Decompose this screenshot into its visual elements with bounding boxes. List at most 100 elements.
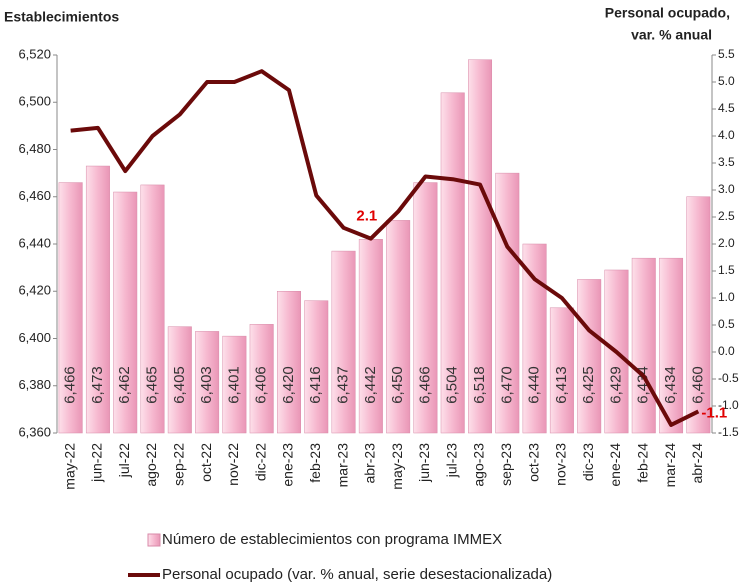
x-tick-label: jul-23 <box>443 443 459 478</box>
y2-axis-title: var. % anual <box>631 27 712 43</box>
bar <box>195 331 220 434</box>
bar-value-label: 6,405 <box>171 366 188 404</box>
x-tick-label: abr-23 <box>362 443 378 484</box>
y2-tick-label: 3.5 <box>718 155 735 169</box>
y-tick-label: 6,460 <box>18 188 51 203</box>
x-tick-label: abr-24 <box>689 443 705 484</box>
y2-tick-label: 5.5 <box>718 47 735 61</box>
bar-value-label: 6,442 <box>362 366 379 404</box>
bar <box>386 220 411 434</box>
x-tick-label: nov-23 <box>553 443 569 486</box>
bar-value-label: 6,460 <box>689 366 706 404</box>
x-tick-label: mar-24 <box>662 443 678 488</box>
x-tick-label: oct-22 <box>198 443 214 482</box>
y2-tick-label: 5.0 <box>718 74 735 88</box>
bar-value-label: 6,429 <box>607 366 624 404</box>
y2-tick-label: 0.0 <box>718 344 735 358</box>
bar <box>686 196 711 434</box>
bar-value-label: 6,406 <box>253 366 270 404</box>
legend-swatch <box>147 533 161 547</box>
x-tick-label: may-23 <box>389 443 405 490</box>
bar <box>331 250 356 434</box>
x-tick-label: dic-22 <box>252 443 268 481</box>
y-tick-label: 6,480 <box>18 141 51 156</box>
bar <box>522 243 547 434</box>
line <box>70 69 700 427</box>
bar-value-label: 6,504 <box>444 366 461 404</box>
bar <box>549 307 574 434</box>
bar-value-label: 6,437 <box>335 366 352 404</box>
x-tick-label: may-22 <box>61 443 77 490</box>
x-tick-label: jul-22 <box>116 443 132 478</box>
y2-tick-label: 0.5 <box>718 317 735 331</box>
y-tick-label: 6,500 <box>18 94 51 109</box>
y-tick-label: 6,420 <box>18 283 51 298</box>
y2-axis-title: Personal ocupado, <box>605 5 730 21</box>
y-axis-title: Establecimientos <box>4 9 119 25</box>
bar <box>659 257 684 434</box>
bar <box>413 182 438 434</box>
y-tick-label: 6,400 <box>18 330 51 345</box>
x-tick-label: ene-23 <box>280 443 296 487</box>
y2-tick-label: 2.5 <box>718 209 735 223</box>
y2-tick-label: -1.0 <box>718 398 739 412</box>
y2-tick-label: -1.5 <box>718 425 739 439</box>
bar <box>140 184 165 434</box>
bar-value-label: 6,420 <box>280 366 297 404</box>
bar-value-label: 6,434 <box>662 366 679 404</box>
bar-value-label: 6,403 <box>198 366 215 404</box>
x-tick-label: feb-24 <box>634 443 650 483</box>
bar <box>468 59 493 434</box>
bar-value-label: 6,425 <box>580 366 597 404</box>
bar-value-label: 6,466 <box>62 366 79 404</box>
y2-tick-label: 1.5 <box>718 263 735 277</box>
bar-value-label: 6,462 <box>116 366 133 404</box>
bar <box>249 324 274 434</box>
x-tick-label: jun-23 <box>416 443 432 483</box>
bar <box>631 257 656 434</box>
y-tick-label: 6,520 <box>18 46 51 61</box>
line-value-label: 2.1 <box>356 208 377 225</box>
bar <box>577 279 602 434</box>
bar <box>167 326 192 434</box>
y2-tick-label: 3.0 <box>718 182 735 196</box>
bar <box>304 300 329 434</box>
bar <box>222 335 247 434</box>
x-tick-label: ago-23 <box>471 443 487 487</box>
line-value-label: -1.1 <box>701 404 727 421</box>
x-tick-label: mar-23 <box>334 443 350 488</box>
y2-tick-label: 4.0 <box>718 128 735 142</box>
x-tick-label: jun-22 <box>89 443 105 483</box>
bar-value-label: 6,470 <box>498 366 515 404</box>
x-tick-label: oct-23 <box>525 443 541 482</box>
x-tick-label: ago-22 <box>143 443 159 487</box>
bar <box>113 191 138 434</box>
legend-label: Personal ocupado (var. % anual, serie de… <box>162 566 552 583</box>
bar-value-label: 6,518 <box>471 366 488 404</box>
x-tick-label: sep-22 <box>171 443 187 486</box>
bar-value-label: 6,450 <box>389 366 406 404</box>
x-tick-label: ene-24 <box>607 443 623 487</box>
y-tick-label: 6,360 <box>18 424 51 439</box>
bar <box>276 291 301 434</box>
y2-tick-label: 4.5 <box>718 101 735 115</box>
x-tick-label: nov-22 <box>225 443 241 486</box>
y2-tick-label: 1.0 <box>718 290 735 304</box>
bar-value-label: 6,434 <box>635 366 652 404</box>
bar-value-label: 6,413 <box>553 366 570 404</box>
bar-value-label: 6,440 <box>526 366 543 404</box>
y-tick-label: 6,380 <box>18 377 51 392</box>
y2-tick-label: 2.0 <box>718 236 735 250</box>
bar-value-label: 6,466 <box>416 366 433 404</box>
bar-value-label: 6,465 <box>143 366 160 404</box>
bar-value-label: 6,401 <box>225 366 242 404</box>
y-tick-label: 6,440 <box>18 235 51 250</box>
bar-value-label: 6,416 <box>307 366 324 404</box>
y2-tick-label: -0.5 <box>718 371 739 385</box>
bar <box>85 165 110 434</box>
legend-label: Número de establecimientos con programa … <box>162 531 502 548</box>
x-tick-label: sep-23 <box>498 443 514 486</box>
x-tick-label: dic-23 <box>580 443 596 481</box>
bar <box>58 182 83 434</box>
